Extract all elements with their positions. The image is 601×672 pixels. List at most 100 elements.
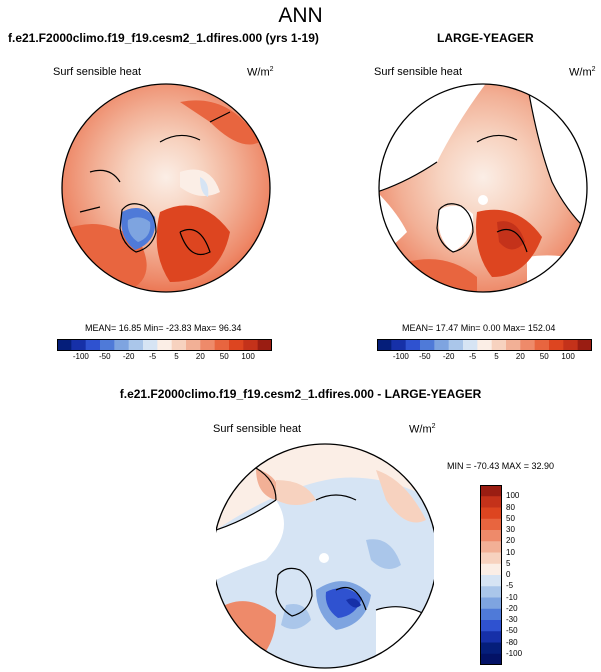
left-stats: MEAN= 16.85 Min= -23.83 Max= 96.34 [85, 323, 242, 333]
diff-stats: MIN = -70.43 MAX = 32.90 [447, 461, 555, 471]
colorbar-swatch [229, 339, 244, 351]
diff-colorbar-swatch [480, 620, 502, 632]
colorbar-swatch [200, 339, 216, 351]
diff-colorbar-tick-label: -100 [506, 648, 523, 658]
right-colorbar-ticks: -100 -50 -20 -5 5 20 50 100 [377, 352, 592, 364]
colorbar-tick-label: 50 [539, 352, 549, 361]
diff-colorbar-tick-label: 5 [506, 558, 511, 568]
page-title: ANN [278, 4, 323, 27]
left-colorbar [57, 339, 272, 351]
left-cold-region-arctic [200, 177, 209, 197]
diff-cold-region-barents-min [346, 598, 361, 608]
colorbar-swatch [100, 339, 115, 351]
colorbar-swatch [420, 339, 435, 351]
diff-colorbar-tick-label: -20 [506, 603, 518, 613]
diff-colorbar-swatch [480, 541, 502, 553]
diff-colorbar-tick-label: 30 [506, 525, 515, 534]
diff-colorbar-swatch [480, 586, 502, 598]
colorbar-tick-label: -50 [98, 352, 111, 361]
colorbar-swatch [477, 339, 493, 351]
left-cold-region-greenland-inner [127, 217, 151, 242]
right-map-border [378, 83, 588, 293]
colorbar-swatch [243, 339, 259, 351]
colorbar-tick-label: -20 [442, 352, 455, 361]
colorbar-tick-label: -20 [122, 352, 135, 361]
colorbar-tick-label: -100 [392, 352, 409, 361]
diff-map-border [216, 443, 434, 669]
diff-land-region-north-america [216, 500, 284, 580]
right-coastlines [379, 84, 587, 253]
colorbar-swatch [57, 339, 72, 351]
colorbar-tick-label: 5 [174, 352, 179, 361]
diff-colorbar-swatch [480, 496, 502, 508]
right-units-label: W/m2 [569, 66, 596, 79]
diff-land-region-eurasia [376, 606, 434, 668]
colorbar-tick-label: 100 [241, 352, 255, 361]
diff-cold-region-barents-core [325, 588, 362, 618]
left-warm-region-pacific [180, 100, 260, 145]
colorbar-swatch [85, 339, 101, 351]
diff-coastlines [216, 467, 434, 621]
colorbar-tick-label: 100 [561, 352, 575, 361]
diff-colorbar-tick-label: -50 [506, 626, 518, 636]
right-land-region-greenland [438, 205, 474, 252]
colorbar-swatch [405, 339, 421, 351]
diff-colorbar-swatch [480, 653, 502, 665]
colorbar-swatch [549, 339, 564, 351]
colorbar-swatch [257, 339, 272, 351]
diff-colorbar-swatch [480, 552, 502, 565]
colorbar-frame [57, 339, 272, 351]
colorbar-tick-label: -5 [468, 352, 477, 361]
diff-colorbar-swatch [480, 518, 502, 531]
diff-colorbar-swatch [480, 631, 502, 643]
diff-colorbar-tick-label: 100 [506, 491, 520, 501]
diff-colorbar [480, 485, 502, 665]
left-warm-region-europe [156, 205, 230, 282]
colorbar-swatch [506, 339, 521, 351]
diff-colorbar-swatch [480, 575, 502, 587]
diff-colorbar-tick-label: 10 [506, 547, 515, 557]
diff-colorbar-tick-label: -5 [506, 581, 514, 591]
colorbar-swatch [434, 339, 450, 351]
colorbar-swatch [377, 339, 392, 351]
colorbar-tick-label: 5 [494, 352, 499, 361]
diff-units-label: W/m2 [409, 423, 436, 436]
right-variable-label: Surf sensible heat [374, 66, 463, 78]
left-colorbar-ticks: -100 -50 -20 -5 5 20 50 100 [57, 352, 272, 364]
diff-panel-title: f.e21.F2000climo.f19_f19.cesm2_1.dfires.… [119, 387, 482, 401]
colorbar-swatch [128, 339, 144, 351]
colorbar-frame [377, 339, 592, 351]
colorbar-tick-label: -100 [72, 352, 89, 361]
diff-colorbar-tick-label: -80 [506, 637, 518, 647]
diff-colorbar-tick-label: 80 [506, 502, 515, 512]
right-panel-title: LARGE-YEAGER [437, 31, 534, 45]
diff-colorbar-swatch [480, 530, 502, 542]
right-stats: MEAN= 17.47 Min= 0.00 Max= 152.04 [402, 323, 556, 333]
left-coastlines [79, 111, 231, 256]
colorbar-tick-label: -50 [418, 352, 431, 361]
colorbar-swatch [157, 339, 173, 351]
diff-colorbar-swatch [480, 608, 502, 621]
diff-colorbar-swatch [480, 485, 502, 497]
left-units-label: W/m2 [247, 66, 274, 79]
diff-colorbar-tick-label: 50 [506, 513, 515, 523]
left-panel-title: f.e21.F2000climo.f19_f19.cesm2_1.dfires.… [8, 31, 319, 45]
colorbar-swatch [71, 339, 87, 351]
diff-variable-label: Surf sensible heat [213, 423, 302, 435]
colorbar-swatch [186, 339, 201, 351]
colorbar-swatch [491, 339, 507, 351]
colorbar-tick-label: 20 [195, 352, 205, 361]
colorbar-tick-label: -5 [148, 352, 157, 361]
diff-colorbar-tick-label: -30 [506, 615, 518, 624]
diff-colorbar-frame [480, 485, 502, 665]
diff-polar-map [216, 443, 434, 669]
colorbar-tick-label: 50 [219, 352, 229, 361]
diff-warm-region-atlantic [216, 601, 276, 668]
left-polar-map [61, 83, 271, 293]
diff-warm-region-beaufort [276, 480, 316, 505]
colorbar-swatch [391, 339, 407, 351]
diff-warm-region-alaska [256, 468, 279, 500]
diff-colorbar-swatch [480, 507, 502, 520]
colorbar-swatch [448, 339, 464, 351]
right-polar-map [378, 83, 588, 293]
